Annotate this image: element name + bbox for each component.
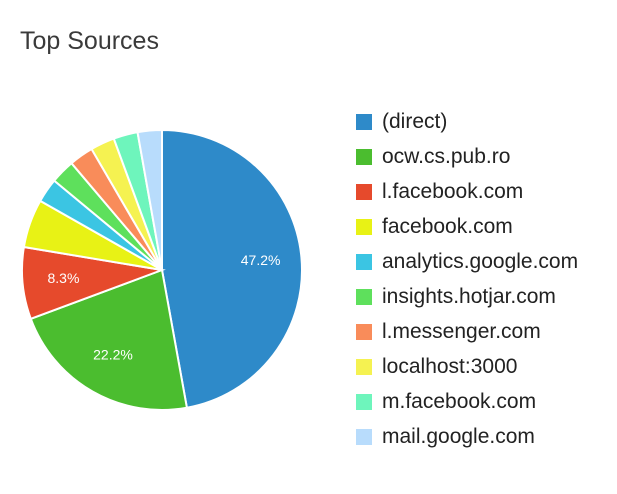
legend-swatch bbox=[356, 183, 372, 200]
legend-label: facebook.com bbox=[382, 214, 513, 238]
pie-slice-mail-google-com[interactable] bbox=[136, 128, 163, 271]
legend-label: mail.google.com bbox=[382, 424, 535, 448]
legend-label: m.facebook.com bbox=[382, 389, 537, 413]
legend-item-l-messenger-com[interactable]: l.messenger.com bbox=[356, 314, 611, 349]
legend-swatch bbox=[356, 428, 372, 445]
legend-swatch bbox=[356, 323, 372, 340]
legend-label: (direct) bbox=[382, 109, 448, 133]
chart-title: Top Sources bbox=[20, 27, 159, 55]
legend-label: localhost:3000 bbox=[382, 354, 518, 378]
legend-label: l.messenger.com bbox=[382, 319, 541, 343]
legend-item-facebook-com[interactable]: facebook.com bbox=[356, 209, 611, 244]
pie-slice-direct[interactable] bbox=[161, 128, 303, 409]
legend-swatch bbox=[356, 358, 372, 375]
legend-item-analytics-google-com[interactable]: analytics.google.com bbox=[356, 244, 611, 279]
legend-swatch bbox=[356, 148, 372, 165]
legend-item-ocw-cs-pub-ro[interactable]: ocw.cs.pub.ro bbox=[356, 139, 611, 174]
slice-percent-label: 22.2% bbox=[93, 347, 133, 363]
legend-swatch bbox=[356, 218, 372, 235]
legend-label: insights.hotjar.com bbox=[382, 284, 556, 308]
legend-swatch bbox=[356, 253, 372, 270]
legend-label: analytics.google.com bbox=[382, 249, 579, 273]
pie-chart[interactable]: 47.2% 22.2% 8.3% bbox=[0, 0, 320, 494]
slice-percent-label: 8.3% bbox=[47, 270, 79, 286]
legend-swatch bbox=[356, 288, 372, 305]
slice-percent-label: 47.2% bbox=[241, 252, 281, 268]
legend-item-l-facebook-com[interactable]: l.facebook.com bbox=[356, 174, 611, 209]
legend-label: ocw.cs.pub.ro bbox=[382, 144, 511, 168]
legend-item-direct[interactable]: (direct) bbox=[356, 104, 611, 139]
legend-label: l.facebook.com bbox=[382, 179, 524, 203]
legend-swatch bbox=[356, 393, 372, 410]
legend-item-mail-google-com[interactable]: mail.google.com bbox=[356, 419, 611, 454]
legend-item-m-facebook-com[interactable]: m.facebook.com bbox=[356, 384, 611, 419]
legend-item-localhost-3000[interactable]: localhost:3000 bbox=[356, 349, 611, 384]
legend-swatch bbox=[356, 113, 372, 130]
chart-legend: (direct) ocw.cs.pub.ro l.facebook.com fa… bbox=[356, 104, 611, 454]
legend-item-insights-hotjar-com[interactable]: insights.hotjar.com bbox=[356, 279, 611, 314]
